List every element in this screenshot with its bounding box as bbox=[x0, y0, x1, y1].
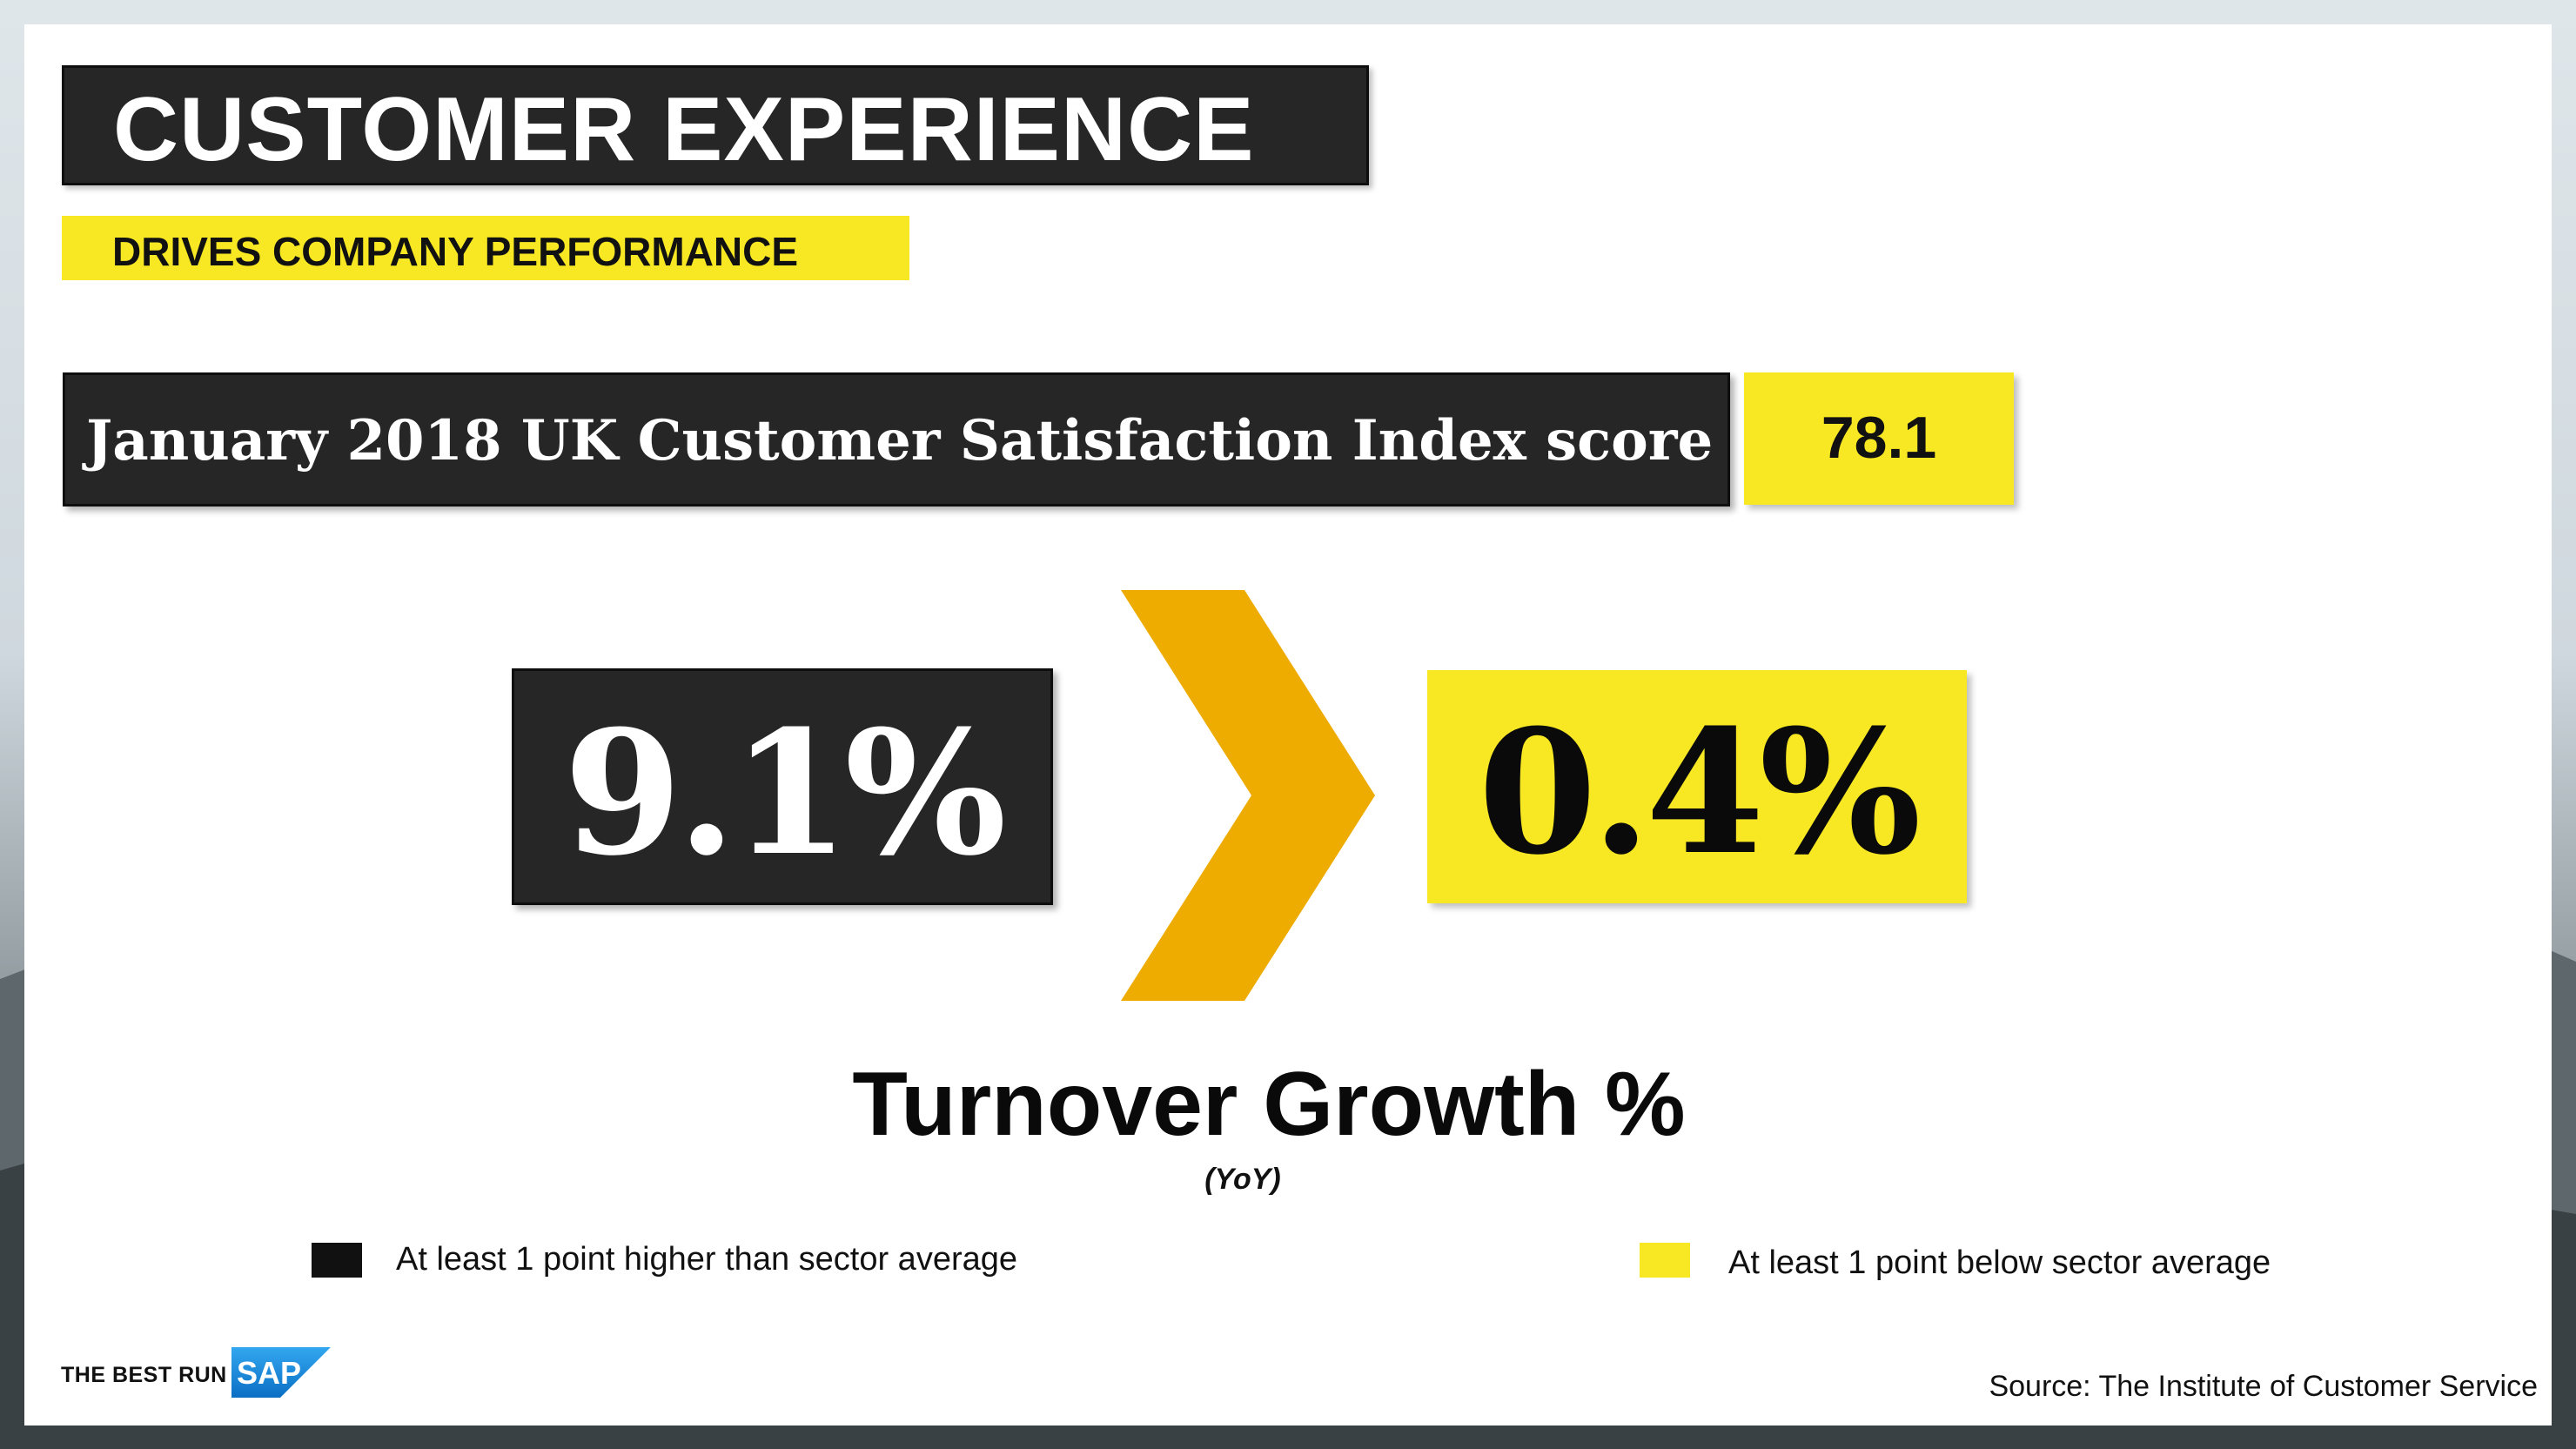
lower-growth-value: 0.4% bbox=[1478, 693, 1921, 893]
source-citation: Source: The Institute of Customer Servic… bbox=[1989, 1370, 2538, 1403]
legend-swatch-yellow bbox=[1640, 1243, 1690, 1278]
sap-logo: SAP bbox=[231, 1347, 331, 1398]
title-box: CUSTOMER EXPERIENCE bbox=[62, 65, 1369, 185]
legend-swatch-dark bbox=[312, 1243, 362, 1278]
csi-label-box: January 2018 UK Customer Satisfaction In… bbox=[63, 372, 1730, 506]
brand-tagline: THE BEST RUN bbox=[61, 1363, 227, 1387]
csi-label: January 2018 UK Customer Satisfaction In… bbox=[86, 408, 1714, 473]
csi-score-box: 78.1 bbox=[1744, 372, 2014, 505]
legend-label-higher: At least 1 point higher than sector aver… bbox=[396, 1241, 1018, 1278]
metric-title: Turnover Growth % bbox=[852, 1054, 1686, 1155]
slide-title: CUSTOMER EXPERIENCE bbox=[113, 79, 1255, 180]
subtitle-box: DRIVES COMPANY PERFORMANCE bbox=[62, 216, 909, 280]
slide-panel: CUSTOMER EXPERIENCE DRIVES COMPANY PERFO… bbox=[24, 24, 2552, 1426]
legend-label-lower: At least 1 point below sector average bbox=[1728, 1244, 2271, 1281]
csi-score: 78.1 bbox=[1821, 405, 1937, 471]
slide-subtitle: DRIVES COMPANY PERFORMANCE bbox=[112, 229, 799, 274]
metric-note: (YoY) bbox=[1204, 1163, 1281, 1196]
chevron-right-icon bbox=[1121, 590, 1375, 1001]
sap-logo-text: SAP bbox=[237, 1355, 301, 1391]
higher-growth-value: 9.1% bbox=[563, 694, 1006, 894]
higher-growth-box: 9.1% bbox=[512, 668, 1053, 905]
lower-growth-box: 0.4% bbox=[1427, 670, 1967, 903]
